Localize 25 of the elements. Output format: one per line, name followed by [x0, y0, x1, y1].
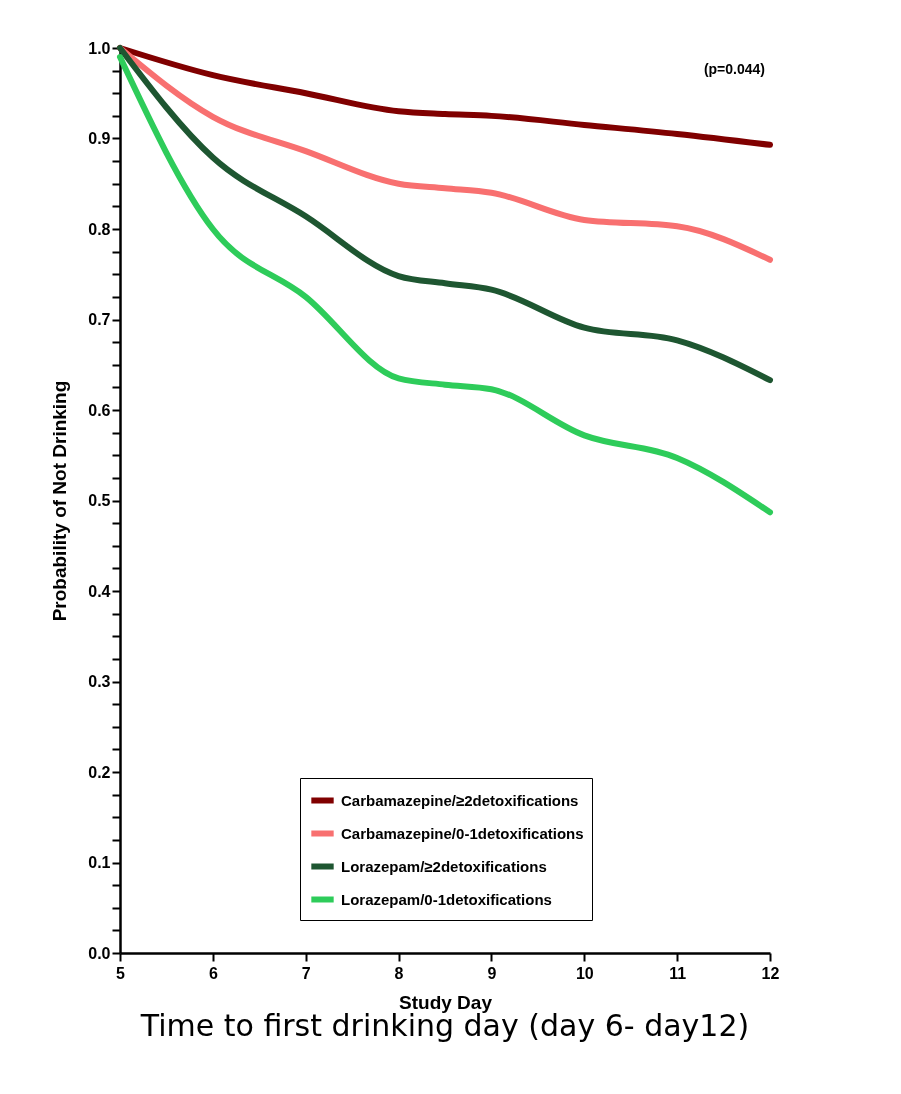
y-axis-title: Probability of Not Drinking — [49, 380, 71, 622]
x-tick-label: 6 — [208, 964, 218, 982]
x-tick-label: 12 — [761, 964, 780, 982]
y-tick-label: 0.3 — [88, 673, 111, 690]
y-tick-label: 1.0 — [88, 39, 111, 57]
y-tick-label: 0.6 — [88, 401, 111, 419]
y-tick-label: 0.2 — [88, 763, 111, 781]
y-tick-label: 0.5 — [88, 492, 111, 509]
annotation: (p=0.044) — [703, 61, 765, 77]
y-tick-label: 0.0 — [88, 944, 111, 962]
y-tick-label: 0.9 — [88, 130, 111, 147]
y-tick-label: 0.8 — [88, 220, 111, 238]
x-tick-label: 8 — [394, 964, 404, 982]
y-tick-label: 0.4 — [88, 582, 111, 600]
x-tick-label: 7 — [301, 964, 311, 982]
y-tick-label: 0.1 — [88, 854, 111, 871]
y-tick-label: 0.7 — [88, 311, 111, 328]
x-tick-label: 10 — [575, 964, 594, 982]
legend-label: Carbamazepine/0-1detoxifications — [341, 824, 584, 842]
legend-label: Carbamazepine/≥2detoxifications — [341, 791, 579, 809]
x-tick-label: 11 — [669, 964, 687, 982]
legend-label: Lorazepam/≥2detoxifications — [341, 857, 547, 875]
x-tick-label: 9 — [487, 964, 497, 982]
x-tick-label: 5 — [116, 964, 126, 982]
legend-label: Lorazepam/0-1detoxifications — [341, 890, 552, 908]
